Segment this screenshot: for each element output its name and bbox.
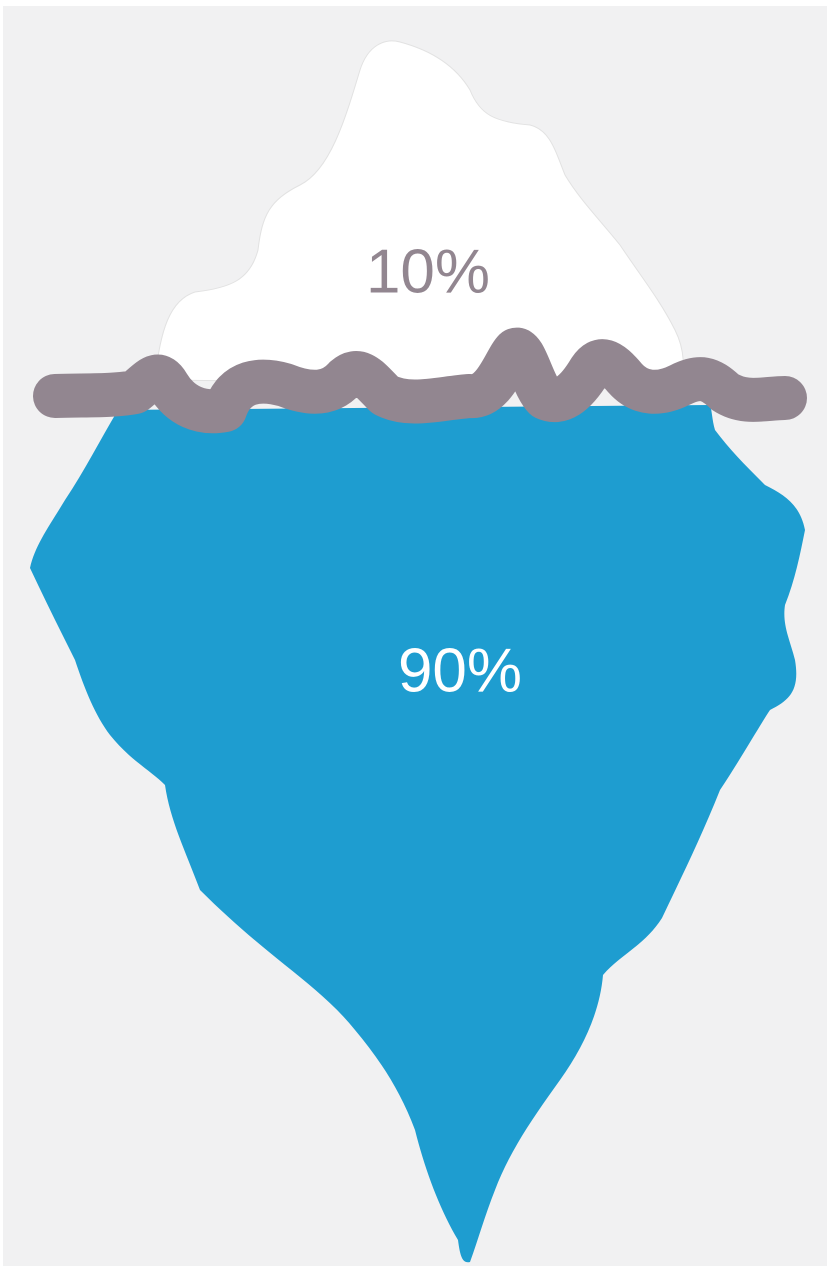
water-line xyxy=(33,327,807,434)
iceberg-tip xyxy=(154,40,684,386)
iceberg-underwater xyxy=(30,405,805,1263)
below-water-label: 90% xyxy=(398,636,522,705)
above-water-label: 10% xyxy=(366,237,490,306)
